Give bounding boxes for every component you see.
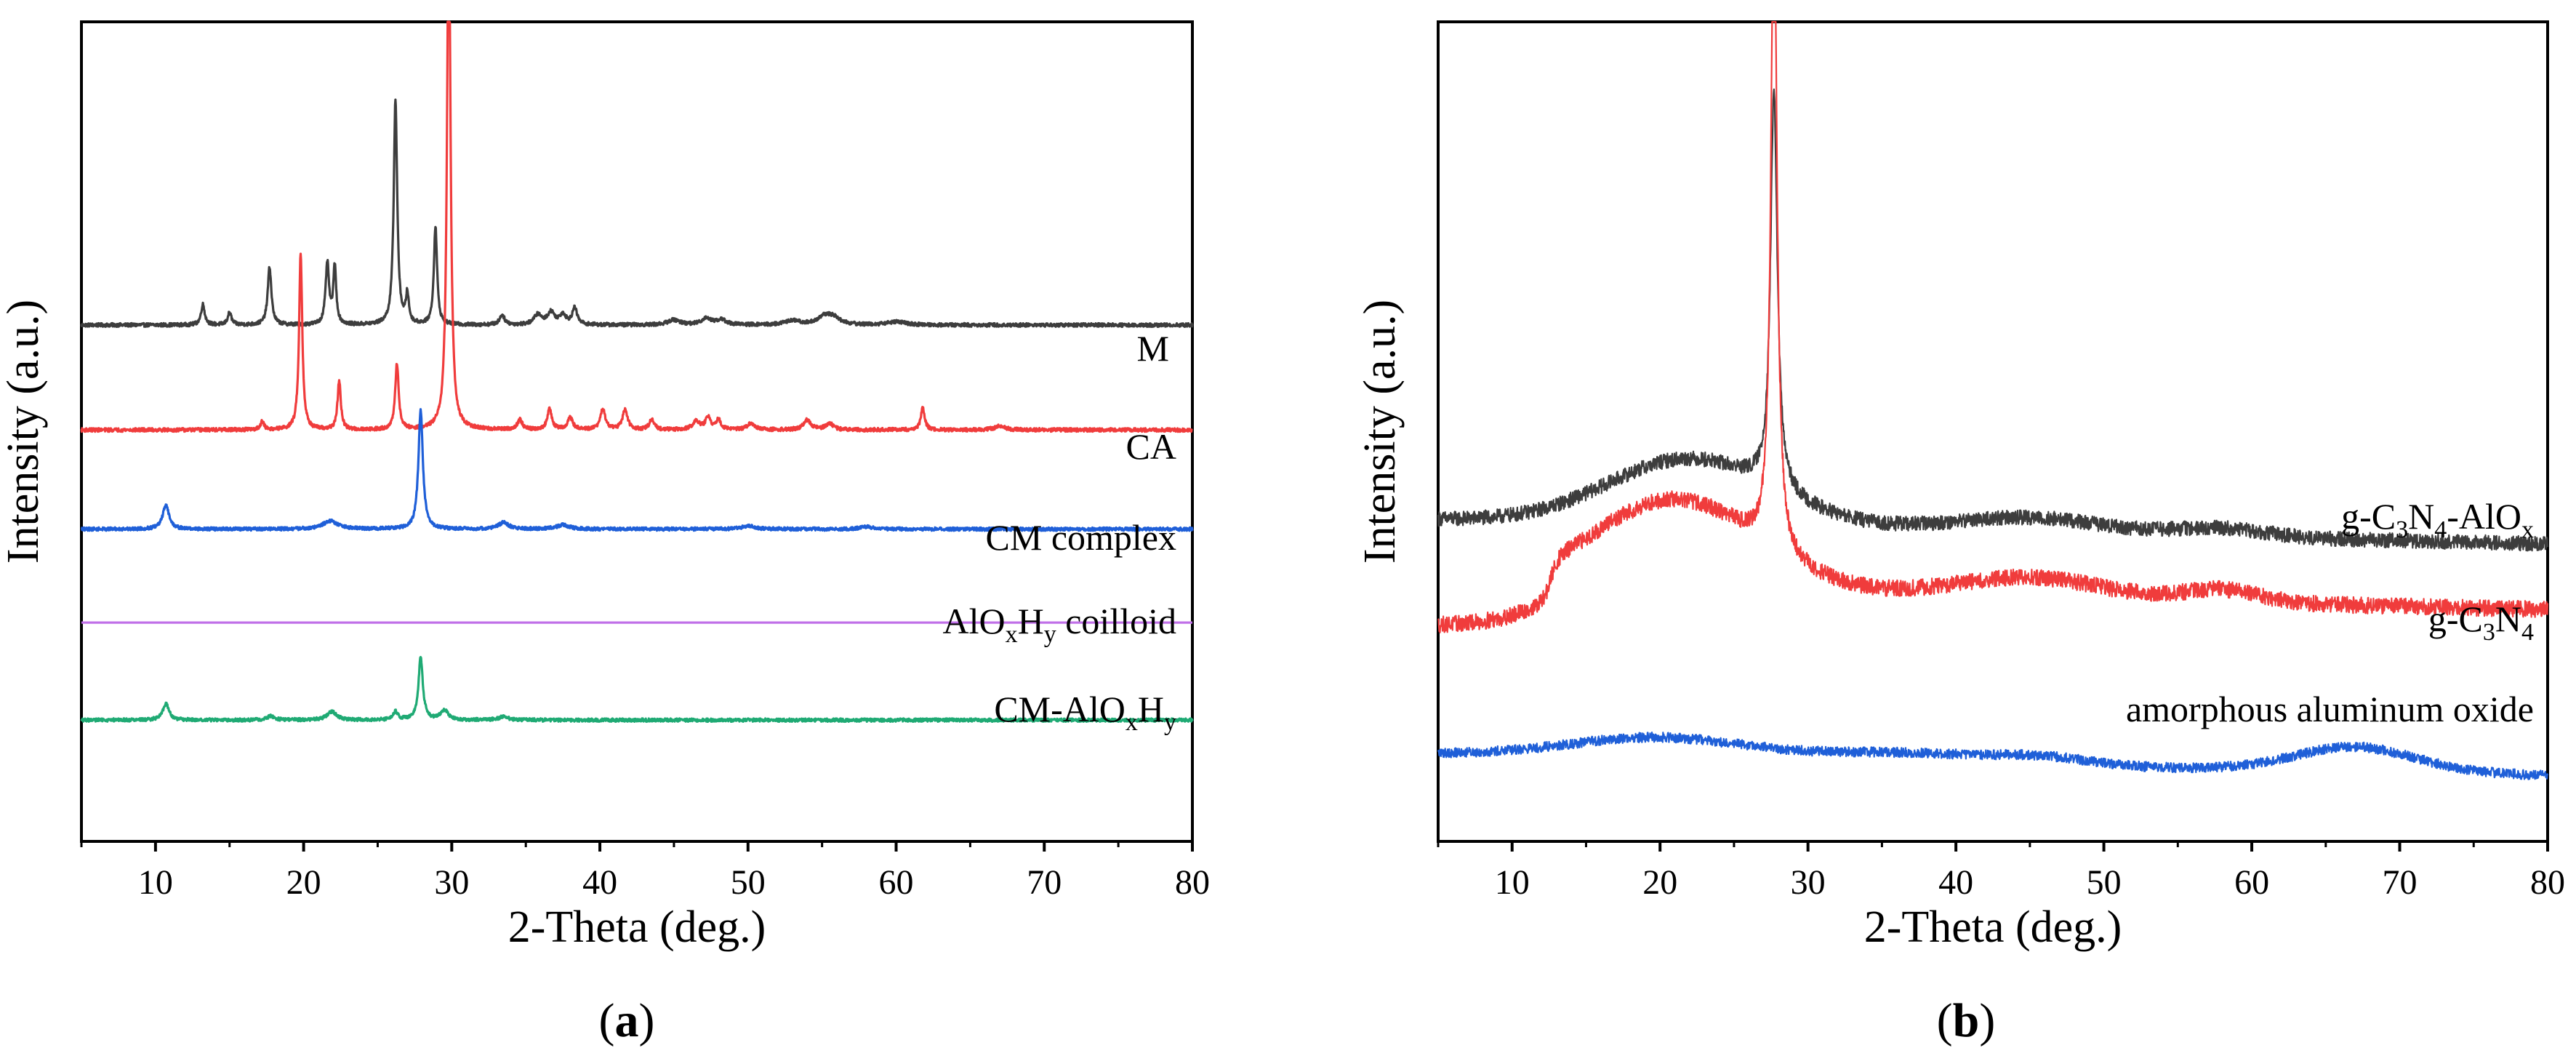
x-tick-label: 80 (1175, 863, 1210, 902)
series-label-g-c3n4-alox: g-C3N4-AlOx (2341, 496, 2534, 543)
x-tick-label: 60 (2234, 863, 2269, 902)
series-label-cm-aloxhy: CM-AlOxHy (994, 689, 1176, 736)
panel-b-series-labels: g-C3N4-AlOx g-C3N4 amorphous aluminum oxid… (2126, 496, 2534, 729)
panel-b-x-axis: 10 20 30 40 50 60 70 80 (1437, 841, 2565, 902)
series-label-aloxhy-coilloid: AlOxHy coilloid (943, 601, 1176, 648)
series-label-g-c3n4: g-C3N4 (2428, 598, 2534, 646)
x-tick-label: 70 (2383, 863, 2417, 902)
series-label-m: M (1137, 328, 1169, 369)
x-tick-label: 60 (879, 863, 914, 902)
series-label-cm-complex: CM complex (986, 517, 1176, 558)
x-tick-label: 70 (1027, 863, 1062, 902)
panel-b-y-axis-label: Intensity (a.u.) (1355, 300, 1405, 564)
panel-a-x-axis: 10 20 30 40 50 60 70 80 (80, 841, 1210, 902)
panel-a-caption: (a) (599, 994, 655, 1047)
panel-b-plot-frame (1437, 20, 2549, 843)
panel-a-series-traces (80, 20, 1194, 724)
x-tick-label: 40 (1938, 863, 1973, 902)
series-line-g-c3n4-alox (1437, 88, 2549, 552)
panel-a-y-axis-label: Intensity (a.u.) (0, 300, 48, 564)
x-tick-label: 30 (434, 863, 469, 902)
series-line-cm-complex (80, 408, 1194, 532)
panel-a-chart: 10 20 30 40 50 60 70 80 M CA CM complex AlOxHy coi… (0, 20, 1210, 952)
series-label-amorphous-aluminum-oxide: amorphous aluminum oxide (2126, 689, 2534, 729)
series-line-amorphous-aluminum-oxide (1437, 731, 2549, 780)
x-tick-label: 50 (731, 863, 766, 902)
panel-a-series-labels: M CA CM complex AlOxHy coilloid CM-AlOxHy (943, 328, 1176, 736)
x-tick-label: 10 (1495, 863, 1530, 902)
x-tick-label: 20 (286, 863, 321, 902)
series-line-g-c3n4 (1437, 20, 2549, 633)
series-label-ca: CA (1126, 426, 1176, 467)
panel-b-caption: (b) (1937, 994, 1996, 1047)
panel-b-series-traces (1437, 20, 2549, 780)
panel-a-x-axis-label: 2-Theta (deg.) (508, 902, 766, 952)
x-tick-label: 10 (138, 863, 173, 902)
x-tick-label: 80 (2530, 863, 2565, 902)
series-line-m (80, 98, 1194, 328)
series-line-cm-aloxhy (80, 655, 1194, 724)
x-tick-label: 50 (2087, 863, 2122, 902)
x-tick-label: 20 (1642, 863, 1677, 902)
x-tick-label: 30 (1791, 863, 1826, 902)
panel-b-chart: 10 20 30 40 50 60 70 80 g-C3N4-AlOx g-C3N4 amorph… (1355, 20, 2565, 952)
panel-b-x-axis-label: 2-Theta (deg.) (1864, 902, 2122, 952)
x-tick-label: 40 (582, 863, 617, 902)
series-line-ca (80, 20, 1194, 433)
